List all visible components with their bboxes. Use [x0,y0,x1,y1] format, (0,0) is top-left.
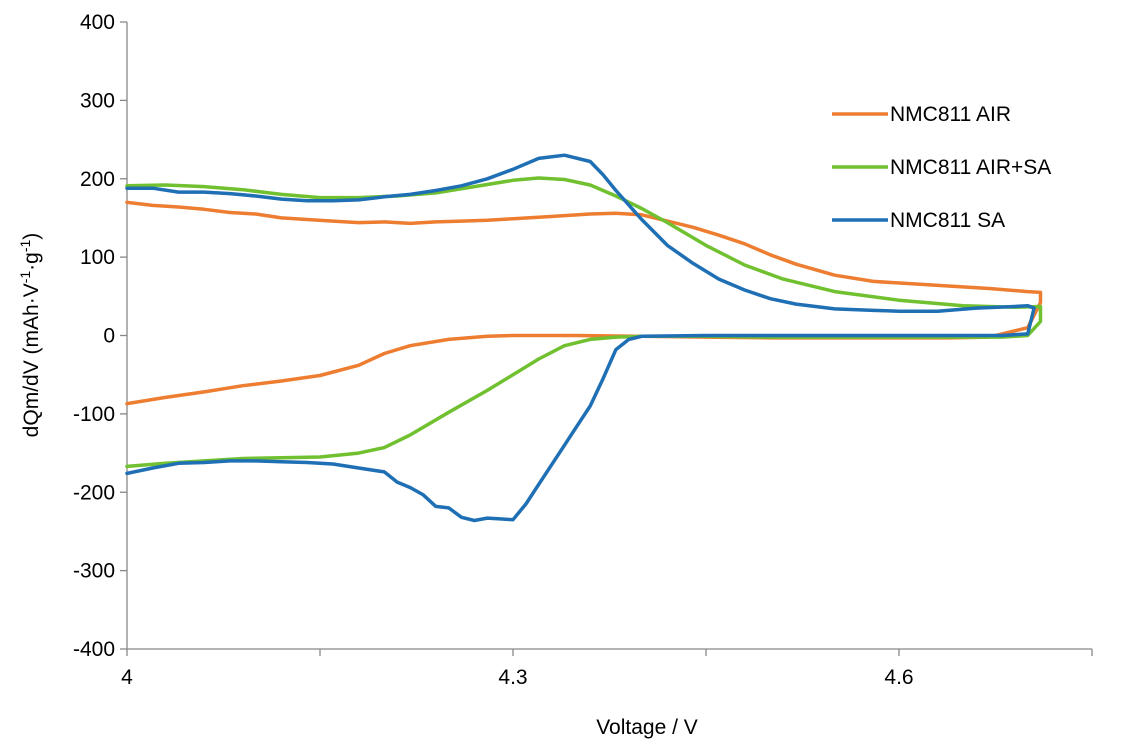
series-line [125,200,1043,406]
series-line [125,176,1043,469]
series-line [125,153,1036,523]
plot-area [125,153,1043,523]
legend-label: NMC811 AIR [890,103,1011,126]
y-axis-title-superscript: -1 [17,239,33,252]
y-tick-label: -100 [73,403,115,426]
y-tick-label: -200 [73,481,115,504]
y-axis-title: dQm/dV (mAh·V-1·g-1) [17,233,43,438]
legend-label: NMC811 AIR+SA [890,156,1051,179]
y-axis-title-part: dQm/dV (mAh·V [20,283,43,437]
y-tick-label: -300 [73,560,115,583]
axes: -400 -300 -200 -100 0 100 200 300 400 4 4.3 4.6 [73,11,1093,689]
x-tick-label: 4 [121,666,133,689]
y-axis-title-part: ) [20,233,43,240]
x-tick-label: 4.6 [884,666,913,689]
y-tick-label: 200 [80,168,115,191]
legend-label: NMC811 SA [890,209,1005,232]
x-axis-title: Voltage / V [596,716,698,739]
y-tick-label: -400 [73,638,115,661]
y-tick-label: 400 [80,11,115,34]
y-axis-title-part: ·g [20,252,43,271]
y-axis-title-superscript: -1 [17,271,33,284]
y-tick-label: 300 [80,89,115,112]
x-tick-label: 4.3 [498,666,527,689]
legend: NMC811 AIR NMC811 AIR+SA NMC811 SA [832,103,1051,232]
y-tick-label: 100 [80,246,115,269]
y-tick-label: 0 [103,325,115,348]
